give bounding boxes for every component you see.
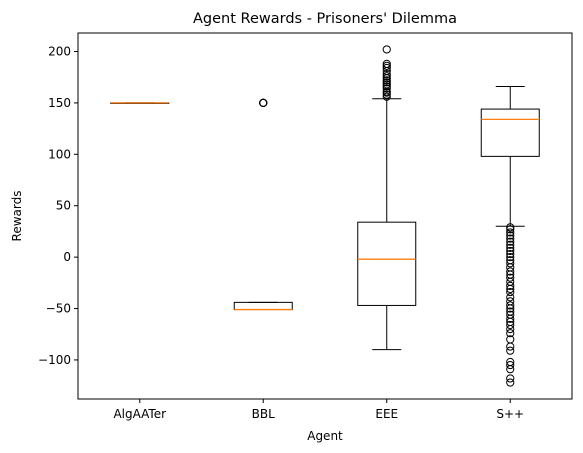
y-tick-label: 50 [56,199,71,213]
outlier-point [506,293,515,302]
y-tick-label: 0 [63,250,71,264]
outlier-point [506,225,515,234]
outlier-point [506,243,515,252]
outlier-point [506,273,515,282]
outlier-point [506,378,515,387]
outlier-point [382,63,391,73]
outlier-point [506,223,515,232]
outlier-point [506,314,515,323]
outlier-point [506,234,515,243]
plot-area [78,33,572,399]
outlier-point [382,80,391,89]
outlier-point [382,76,391,85]
outlier-point [382,61,391,70]
outlier-point [506,237,515,246]
outlier-point [506,253,515,262]
chart-title: Agent Rewards - Prisoners' Dilemma [193,11,457,27]
outlier-point [506,228,515,237]
outlier-point [382,70,391,79]
outlier-point [506,284,515,294]
y-tick-label: 150 [48,96,71,110]
box-group-bbl [233,98,293,311]
outlier-point [382,72,391,81]
outlier-point [506,287,515,297]
x-axis: AlgAATer BBL EEE S++ [113,399,524,421]
y-tick-label: 100 [48,147,71,161]
box-group-algaater [110,102,170,104]
y-axis-label: Rewards [10,191,24,242]
outlier-point [506,374,515,383]
outlier-point [506,360,515,370]
outlier-point [506,304,515,313]
outlier-point [506,240,515,249]
outlier-point [506,329,515,338]
x-tick-label: EEE [375,407,398,421]
y-axis: −100 −50 0 50 100 150 200 [38,45,78,367]
outlier-point [382,45,391,54]
x-tick-label: S++ [496,407,524,421]
outlier-point [382,82,391,91]
outlier-point [506,246,515,256]
iqr-box [357,221,417,306]
outlier-point [506,267,515,276]
outlier-point [506,301,515,310]
box-group-eee [357,45,417,351]
iqr-box [480,108,540,157]
outlier-point [506,346,515,355]
outlier-point [506,259,515,268]
x-tick-label: AlgAATer [113,407,166,421]
y-tick-label: 200 [48,45,71,59]
outlier-point [506,324,515,334]
box-group-s- [480,85,540,387]
y-tick-label: −100 [38,353,71,367]
outlier-point [506,231,515,240]
outlier-point [382,90,391,99]
x-tick-label: BBL [252,407,275,421]
outlier-point [506,365,515,374]
outlier-point [382,59,391,68]
outlier-point [382,84,391,93]
outlier-point [382,92,391,101]
x-axis-label: Agent [307,429,343,443]
outlier-point [506,342,515,351]
outlier-point [506,249,515,259]
plot-frame [77,32,573,400]
outlier-point [382,78,391,87]
y-tick-label: −50 [46,302,71,316]
boxes-layer [110,45,540,387]
outlier-point [259,98,268,108]
outlier-point [506,320,515,330]
outlier-point [506,281,515,291]
